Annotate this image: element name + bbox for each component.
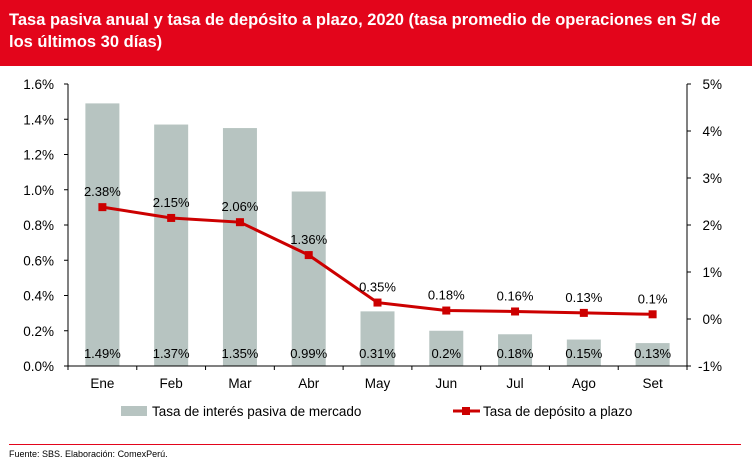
y-left-tick-label: 0.0% bbox=[23, 359, 54, 374]
line-value-label: 0.13% bbox=[565, 290, 602, 305]
line-marker bbox=[373, 298, 382, 307]
line-value-label: 0.1% bbox=[638, 291, 668, 306]
y-right-tick-label: 0% bbox=[702, 312, 722, 327]
line-marker bbox=[304, 251, 313, 260]
y-left-tick-label: 1.4% bbox=[23, 112, 54, 127]
source-divider bbox=[9, 444, 741, 445]
x-tick-label: Ene bbox=[90, 376, 114, 391]
y-left-tick-label: 0.4% bbox=[23, 289, 54, 304]
x-tick-label: Jun bbox=[435, 376, 457, 391]
bar-abr bbox=[291, 191, 326, 366]
x-tick-label: Set bbox=[642, 376, 663, 391]
line-marker bbox=[98, 203, 107, 212]
x-tick-label: Mar bbox=[228, 376, 252, 391]
y-left-tick-label: 0.8% bbox=[23, 218, 54, 233]
y-left-tick-label: 1.2% bbox=[23, 148, 54, 163]
bar-value-label: 0.13% bbox=[634, 346, 671, 361]
legend-line-marker bbox=[462, 407, 470, 415]
line-value-label: 1.36% bbox=[290, 232, 327, 247]
line-value-label: 0.35% bbox=[359, 280, 396, 295]
bar-value-label: 1.37% bbox=[153, 346, 190, 361]
bar-set bbox=[635, 343, 670, 366]
line-value-label: 2.06% bbox=[222, 199, 259, 214]
bar-value-label: 1.35% bbox=[222, 346, 259, 361]
line-marker bbox=[579, 308, 588, 317]
bar-value-label: 0.99% bbox=[290, 346, 327, 361]
y-right-tick-label: 1% bbox=[702, 265, 722, 280]
title-bar: Tasa pasiva anual y tasa de depósito a p… bbox=[0, 0, 752, 66]
x-tick-label: Ago bbox=[572, 376, 596, 391]
line-value-label: 0.18% bbox=[428, 288, 465, 303]
line-value-label: 0.16% bbox=[497, 288, 534, 303]
legend-bar-swatch bbox=[121, 406, 147, 416]
source-note: Fuente: SBS. Elaboración: ComexPerú. bbox=[9, 449, 168, 459]
bar-jul bbox=[498, 334, 533, 366]
y-left-tick-label: 0.2% bbox=[23, 324, 54, 339]
x-tick-label: Jul bbox=[506, 376, 523, 391]
y-right-tick-label: 3% bbox=[702, 171, 722, 186]
line-marker bbox=[442, 306, 451, 315]
x-tick-label: Feb bbox=[160, 376, 183, 391]
bar-feb bbox=[154, 124, 189, 366]
bar-value-label: 0.15% bbox=[565, 346, 602, 361]
line-marker bbox=[167, 213, 176, 222]
line-value-label: 2.15% bbox=[153, 195, 190, 210]
y-right-tick-label: 2% bbox=[702, 218, 722, 233]
line-marker bbox=[235, 218, 244, 227]
y-right-tick-label: -1% bbox=[698, 359, 722, 374]
legend-bar-label: Tasa de interés pasiva de mercado bbox=[152, 404, 361, 419]
chart-title: Tasa pasiva anual y tasa de depósito a p… bbox=[9, 11, 721, 51]
y-left-tick-label: 0.6% bbox=[23, 253, 54, 268]
line-marker bbox=[648, 310, 657, 319]
y-right-tick-label: 5% bbox=[702, 77, 722, 92]
bar-ene bbox=[85, 103, 120, 366]
line-marker bbox=[511, 307, 520, 316]
bar-ago bbox=[566, 339, 601, 366]
bar-mar bbox=[222, 128, 257, 366]
x-tick-label: Abr bbox=[298, 376, 320, 391]
y-left-tick-label: 1.6% bbox=[23, 77, 54, 92]
bar-jun bbox=[429, 330, 464, 366]
bar-value-label: 0.18% bbox=[497, 346, 534, 361]
bar-value-label: 0.2% bbox=[431, 346, 461, 361]
line-value-label: 2.38% bbox=[84, 184, 121, 199]
bar-value-label: 0.31% bbox=[359, 346, 396, 361]
x-tick-label: May bbox=[365, 376, 391, 391]
legend-line-label: Tasa de depósito a plazo bbox=[483, 404, 632, 419]
chart: 0.0% 0.2% 0.4% 0.6% 0.8% 1.0% 1.2% 1.4% 1.6% -1% 0… bbox=[23, 77, 722, 419]
bar-may bbox=[360, 311, 395, 366]
y-left-tick-label: 1.0% bbox=[23, 183, 54, 198]
bar-value-label: 1.49% bbox=[84, 346, 121, 361]
y-right-tick-label: 4% bbox=[702, 124, 722, 139]
